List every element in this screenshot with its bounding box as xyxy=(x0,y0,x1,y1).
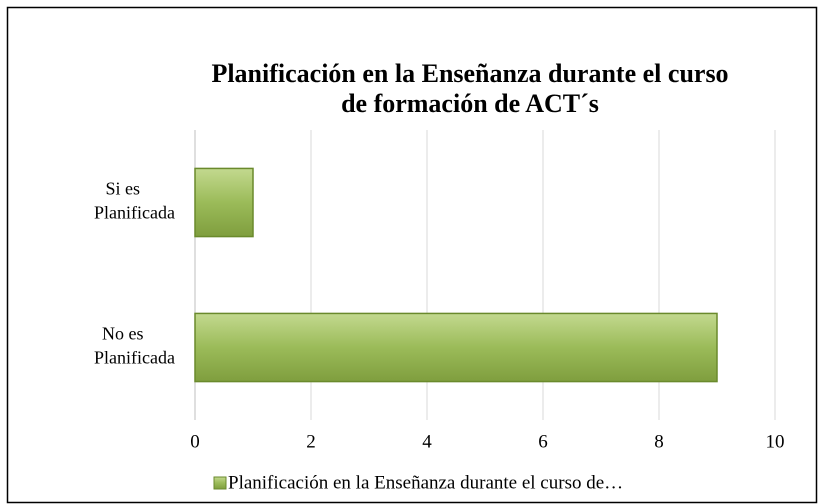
x-tick-label: 10 xyxy=(766,431,785,452)
y-tick-label: Si es Planificada xyxy=(94,179,175,223)
legend-marker xyxy=(213,476,227,490)
bar xyxy=(194,167,254,238)
bar xyxy=(194,312,718,383)
x-tick-label: 2 xyxy=(306,431,316,452)
chart-frame xyxy=(6,6,818,504)
x-tick-label: 8 xyxy=(654,431,664,452)
x-tick-label: 6 xyxy=(538,431,548,452)
x-tick-label: 4 xyxy=(422,431,432,452)
chart-title: de formación de ACT´s xyxy=(341,89,599,118)
legend-label: Planificación en la Enseñanza durante el… xyxy=(228,472,623,493)
y-tick-label: No es Planificada xyxy=(94,324,175,368)
x-tick-label: 0 xyxy=(190,431,200,452)
chart-title: Planificación en la Enseñanza durante el… xyxy=(211,59,728,88)
